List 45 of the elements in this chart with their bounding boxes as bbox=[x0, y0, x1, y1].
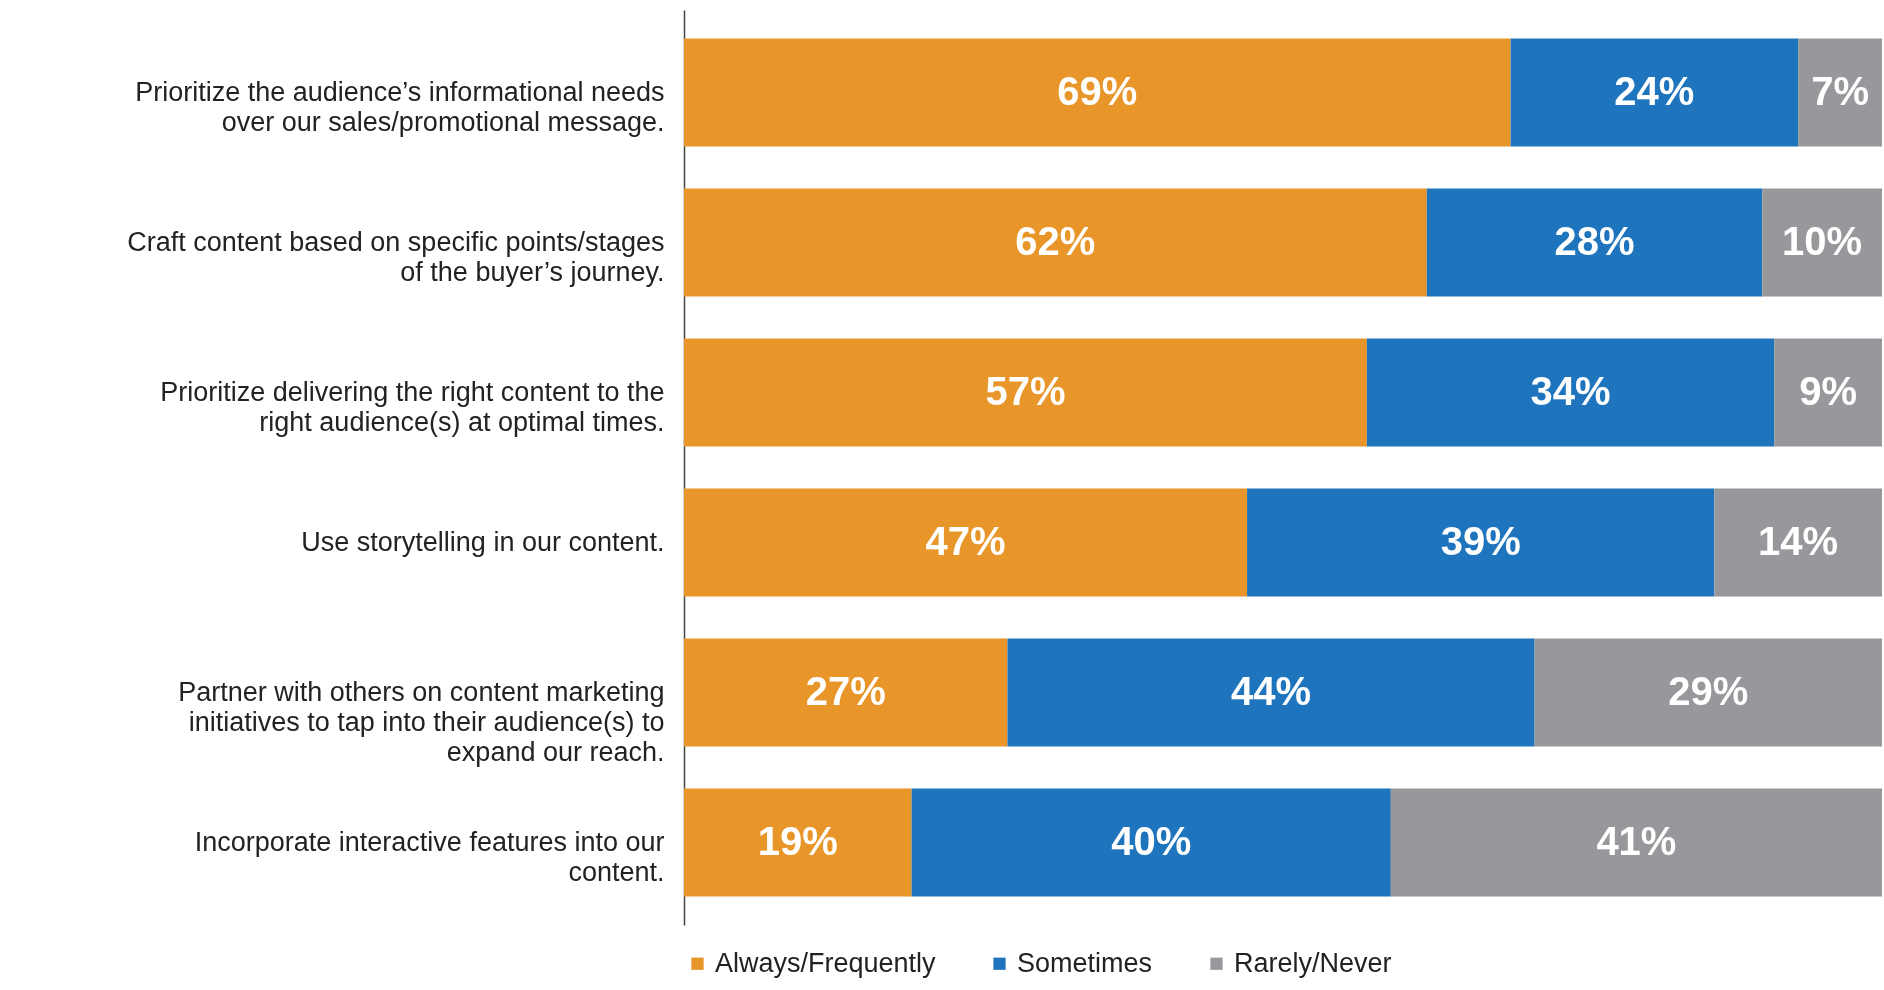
bar bbox=[1774, 338, 1882, 447]
y-tick-label: Craft content based on specific points/stages of the buyer’s journey. bbox=[127, 226, 665, 287]
data-label: 28% bbox=[1554, 218, 1635, 263]
bar bbox=[1390, 788, 1882, 897]
bar bbox=[1510, 38, 1799, 147]
legend-label: Always/Frequently bbox=[715, 947, 937, 978]
bar bbox=[1247, 488, 1715, 597]
bar bbox=[911, 788, 1391, 897]
data-label: 7% bbox=[1811, 68, 1869, 113]
bar bbox=[684, 188, 1427, 297]
legend-label: Sometimes bbox=[1017, 947, 1153, 978]
bar bbox=[684, 38, 1511, 147]
bar bbox=[684, 788, 912, 897]
bar bbox=[684, 338, 1367, 447]
bar bbox=[684, 638, 1008, 747]
y-tick-label: Prioritize the audience’s informational needs over our sales/promotional message. bbox=[135, 76, 665, 137]
data-label: 41% bbox=[1596, 818, 1677, 863]
data-label: 39% bbox=[1440, 518, 1521, 563]
bar bbox=[1534, 638, 1882, 747]
bar bbox=[684, 488, 1248, 597]
bar bbox=[1798, 38, 1882, 147]
data-label: 29% bbox=[1668, 668, 1749, 713]
data-label: 40% bbox=[1111, 818, 1192, 863]
data-label: 44% bbox=[1230, 668, 1312, 713]
bar bbox=[1366, 338, 1775, 447]
data-label: 14% bbox=[1758, 518, 1839, 563]
data-label: 9% bbox=[1799, 368, 1857, 413]
y-tick-label: Incorporate interactive features into our content. bbox=[194, 826, 665, 887]
bar bbox=[1426, 188, 1763, 297]
data-label: 27% bbox=[805, 668, 886, 713]
y-tick-label: Prioritize delivering the right content to the right audience(s) at optimal times. bbox=[160, 376, 665, 437]
bar bbox=[1714, 488, 1882, 597]
y-tick-label: Use storytelling in our content. bbox=[301, 526, 665, 557]
bar bbox=[1762, 188, 1882, 297]
data-label: 24% bbox=[1614, 68, 1695, 113]
data-label: 57% bbox=[985, 368, 1066, 413]
legend-label: Rarely/Never bbox=[1234, 947, 1392, 978]
data-label: 34% bbox=[1530, 368, 1611, 413]
data-label: 69% bbox=[1057, 68, 1138, 113]
bar bbox=[1007, 638, 1535, 747]
data-label: 10% bbox=[1782, 218, 1863, 263]
data-label: 62% bbox=[1015, 218, 1096, 263]
y-tick-label: Partner with others on content marketing initiatives to tap into their audience(s) to expand our reach. bbox=[178, 676, 665, 767]
data-label: 47% bbox=[925, 518, 1006, 563]
data-label: 19% bbox=[757, 818, 838, 863]
